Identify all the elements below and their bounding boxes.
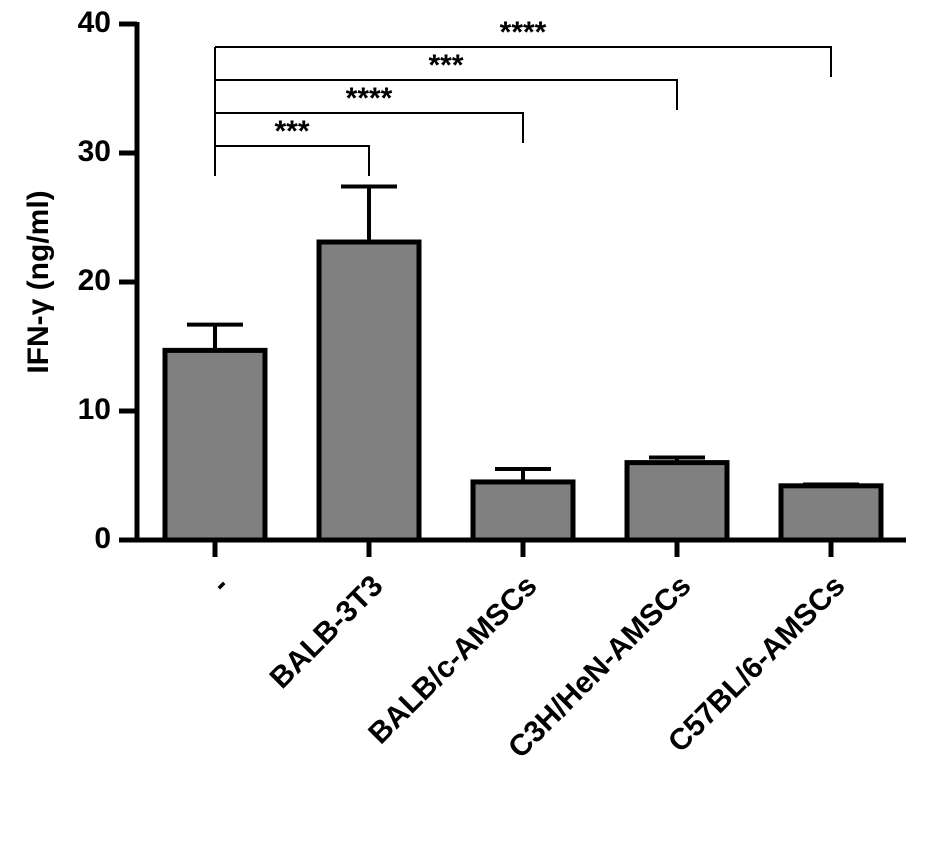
bar <box>778 483 884 543</box>
significance-label: *** <box>428 49 463 82</box>
x-tick-label: - <box>205 569 235 599</box>
bar <box>316 239 422 543</box>
bar <box>624 460 730 543</box>
y-tick-label: 20 <box>78 264 111 297</box>
y-tick-label: 30 <box>78 135 111 168</box>
significance-bracket <box>215 46 832 77</box>
significance-label: **** <box>346 82 393 115</box>
y-tick-label: 40 <box>78 6 111 39</box>
significance-label: *** <box>274 115 309 148</box>
x-tick-label: BALB/c-AMSCs <box>362 569 543 750</box>
significance-bracket <box>215 145 370 176</box>
y-axis-label: IFN-γ (ng/ml) <box>22 190 55 373</box>
significance-label: **** <box>500 16 547 49</box>
significance-bracket <box>215 112 524 143</box>
x-tick-label: BALB-3T3 <box>264 569 390 695</box>
y-tick-label: 10 <box>78 393 111 426</box>
bar <box>470 479 576 543</box>
significance-bracket <box>215 79 678 110</box>
bar <box>162 347 268 543</box>
y-tick-label: 0 <box>94 522 111 555</box>
